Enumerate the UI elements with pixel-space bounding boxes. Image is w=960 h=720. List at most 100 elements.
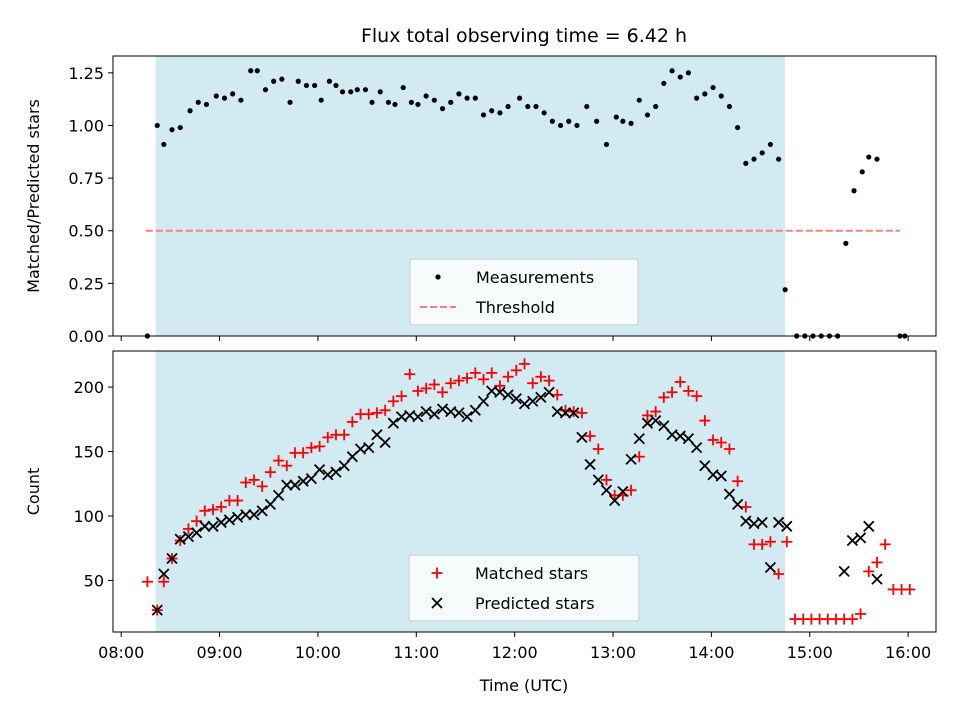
point-s1-3 xyxy=(174,533,186,545)
point-s0-56 xyxy=(600,474,612,486)
legend-measurements-marker xyxy=(435,274,441,280)
point-s0-90 xyxy=(879,538,891,550)
point-s0-6 xyxy=(195,99,201,105)
point-s0-21 xyxy=(318,97,324,103)
point-s1-33-b xyxy=(420,405,432,418)
point-s0-60 xyxy=(633,451,645,463)
point-s0-63 xyxy=(658,391,670,403)
point-s1-80-b xyxy=(854,532,867,544)
point-s0-68 xyxy=(699,415,711,427)
point-s1-20 xyxy=(313,463,326,476)
point-s0-66 xyxy=(685,70,692,76)
point-s0-36 xyxy=(431,97,437,103)
point-s1-55 xyxy=(600,484,613,496)
point-s0-23 xyxy=(333,82,339,89)
bottom-axes-frame xyxy=(112,350,937,633)
point-s1-46 xyxy=(527,395,539,407)
point-s1-82-b xyxy=(871,573,883,585)
point-s0-18 xyxy=(295,78,301,84)
point-s1-57 xyxy=(617,485,629,498)
point-s1-45 xyxy=(518,398,531,410)
point-s1-57-b xyxy=(617,485,629,498)
point-s1-40-b xyxy=(477,395,490,407)
point-s0-32 xyxy=(404,368,416,380)
point-s1-42 xyxy=(494,386,506,398)
point-s0-45 xyxy=(510,364,522,376)
point-s0-55 xyxy=(592,443,604,455)
point-s1-0-b xyxy=(151,604,163,616)
point-s0-31 xyxy=(392,101,398,108)
point-s0-71 xyxy=(726,103,733,110)
point-s0-22 xyxy=(326,78,333,84)
point-s0-20 xyxy=(305,442,317,454)
point-s0-74 xyxy=(751,156,757,162)
point-s0-67 xyxy=(694,95,700,101)
point-s0-37 xyxy=(445,377,457,389)
point-s0-76 xyxy=(764,536,776,548)
point-s1-6-b xyxy=(199,520,211,532)
point-s1-37-b xyxy=(453,407,465,419)
point-s0-39 xyxy=(461,372,473,384)
point-s1-29 xyxy=(387,417,399,429)
point-s0-33 xyxy=(412,385,424,397)
point-s0-10 xyxy=(230,91,236,97)
point-s1-16-b xyxy=(281,479,293,491)
x-tick-label-2: 10:00 xyxy=(295,643,341,662)
point-s0-72 xyxy=(732,475,744,487)
point-s0-42 xyxy=(480,112,487,118)
point-s0-77 xyxy=(776,156,782,162)
point-s0-69 xyxy=(707,434,719,446)
point-s1-6 xyxy=(199,520,211,532)
y-tick-label-0: 50 xyxy=(84,571,104,590)
point-s0-29 xyxy=(379,404,391,416)
point-s0-38 xyxy=(448,99,454,105)
point-s1-32-b xyxy=(412,411,424,423)
point-s0-54 xyxy=(584,103,590,110)
point-s0-35 xyxy=(428,379,440,391)
point-s1-66 xyxy=(691,442,703,454)
x-tick-label-3: 11:00 xyxy=(393,643,439,662)
point-s0-62 xyxy=(650,406,662,418)
point-s1-26-b xyxy=(363,442,375,454)
point-s0-20 xyxy=(312,82,318,89)
point-s0-5 xyxy=(187,108,193,114)
x-tick-label-1: 09:00 xyxy=(197,643,243,662)
point-s1-19-b xyxy=(305,472,318,485)
point-s1-23 xyxy=(338,460,350,472)
point-s0-51 xyxy=(557,122,564,129)
point-s0-30 xyxy=(385,99,392,105)
point-s0-53 xyxy=(576,407,588,419)
point-s0-14 xyxy=(262,87,269,93)
x-tick-label-0: 08:00 xyxy=(98,643,144,662)
point-s0-63 xyxy=(661,80,667,86)
point-s0-43 xyxy=(489,108,495,114)
point-s1-52 xyxy=(576,431,588,443)
point-s1-35-b xyxy=(436,403,449,415)
y-tick-label-2: 0.50 xyxy=(68,222,104,241)
point-s1-50 xyxy=(559,407,572,419)
point-s0-39 xyxy=(456,91,462,97)
point-s1-5-b xyxy=(190,527,203,539)
point-s0-57 xyxy=(613,114,619,120)
point-s1-73-b xyxy=(748,518,760,530)
point-s1-65 xyxy=(682,433,695,445)
y-tick-label-0: 0.00 xyxy=(68,327,104,346)
x-tick-label-6: 14:00 xyxy=(688,643,734,662)
point-s1-56 xyxy=(609,494,621,507)
point-s0-86 xyxy=(851,188,857,194)
point-s0-32 xyxy=(400,84,406,91)
point-s1-67-b xyxy=(699,460,711,472)
point-s1-78 xyxy=(838,565,850,578)
point-s1-11-b xyxy=(240,509,252,521)
point-s1-64-b xyxy=(674,430,686,442)
top-axes-frame xyxy=(112,55,937,337)
point-s1-71 xyxy=(731,498,744,511)
x-tick-label-4: 12:00 xyxy=(492,643,538,662)
point-s0-15 xyxy=(264,466,276,478)
point-s1-69 xyxy=(715,470,727,482)
point-s1-27-b xyxy=(371,429,383,441)
point-s0-47 xyxy=(527,377,539,389)
point-s1-44-b xyxy=(510,393,522,405)
point-s1-59-b xyxy=(633,433,645,445)
point-s0-59 xyxy=(628,120,634,126)
